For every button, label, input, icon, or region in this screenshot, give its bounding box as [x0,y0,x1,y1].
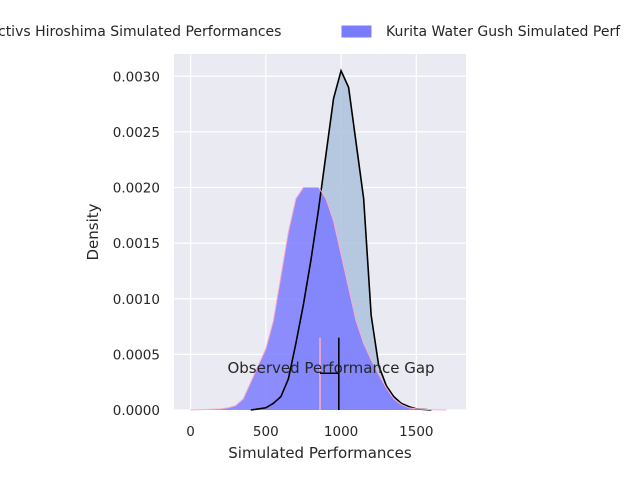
y-tick-label: 0.0000 [113,403,160,419]
y-axis-label: Density [84,203,102,260]
y-tick-labels: 0.0000 0.0005 0.0010 0.0015 0.0020 0.0025 0.00… [113,69,160,419]
legend-swatch-kurita [341,25,372,38]
y-tick-label: 0.0030 [113,69,160,85]
x-tick-label: 0 [186,424,195,440]
x-tick-label: 500 [253,424,279,440]
density-line-kurita [190,187,447,411]
legend: ctivs Hiroshima Simulated Performances K… [0,24,621,40]
x-axis-label: Simulated Performances [228,444,412,462]
observed-markers [319,337,340,410]
density-line-bioactivs [250,68,432,411]
annotation-label: Observed Performance Gap [227,359,434,377]
y-tick-label: 0.0025 [113,125,160,141]
y-tick-label: 0.0005 [113,347,160,363]
density-areas [190,68,447,411]
legend-label-kurita: Kurita Water Gush Simulated Perf [386,24,621,40]
x-tick-label: 1000 [324,424,358,440]
legend-label-bioactivs: ctivs Hiroshima Simulated Performances [0,24,281,40]
density-fill-bioactivs [250,70,432,410]
density-fill-kurita [190,187,447,410]
y-tick-label: 0.0015 [113,236,160,252]
y-tick-label: 0.0010 [113,292,160,308]
y-tick-label: 0.0020 [113,181,160,197]
x-tick-labels: 0 500 1000 1500 [186,424,433,440]
x-tick-label: 1500 [399,424,433,440]
